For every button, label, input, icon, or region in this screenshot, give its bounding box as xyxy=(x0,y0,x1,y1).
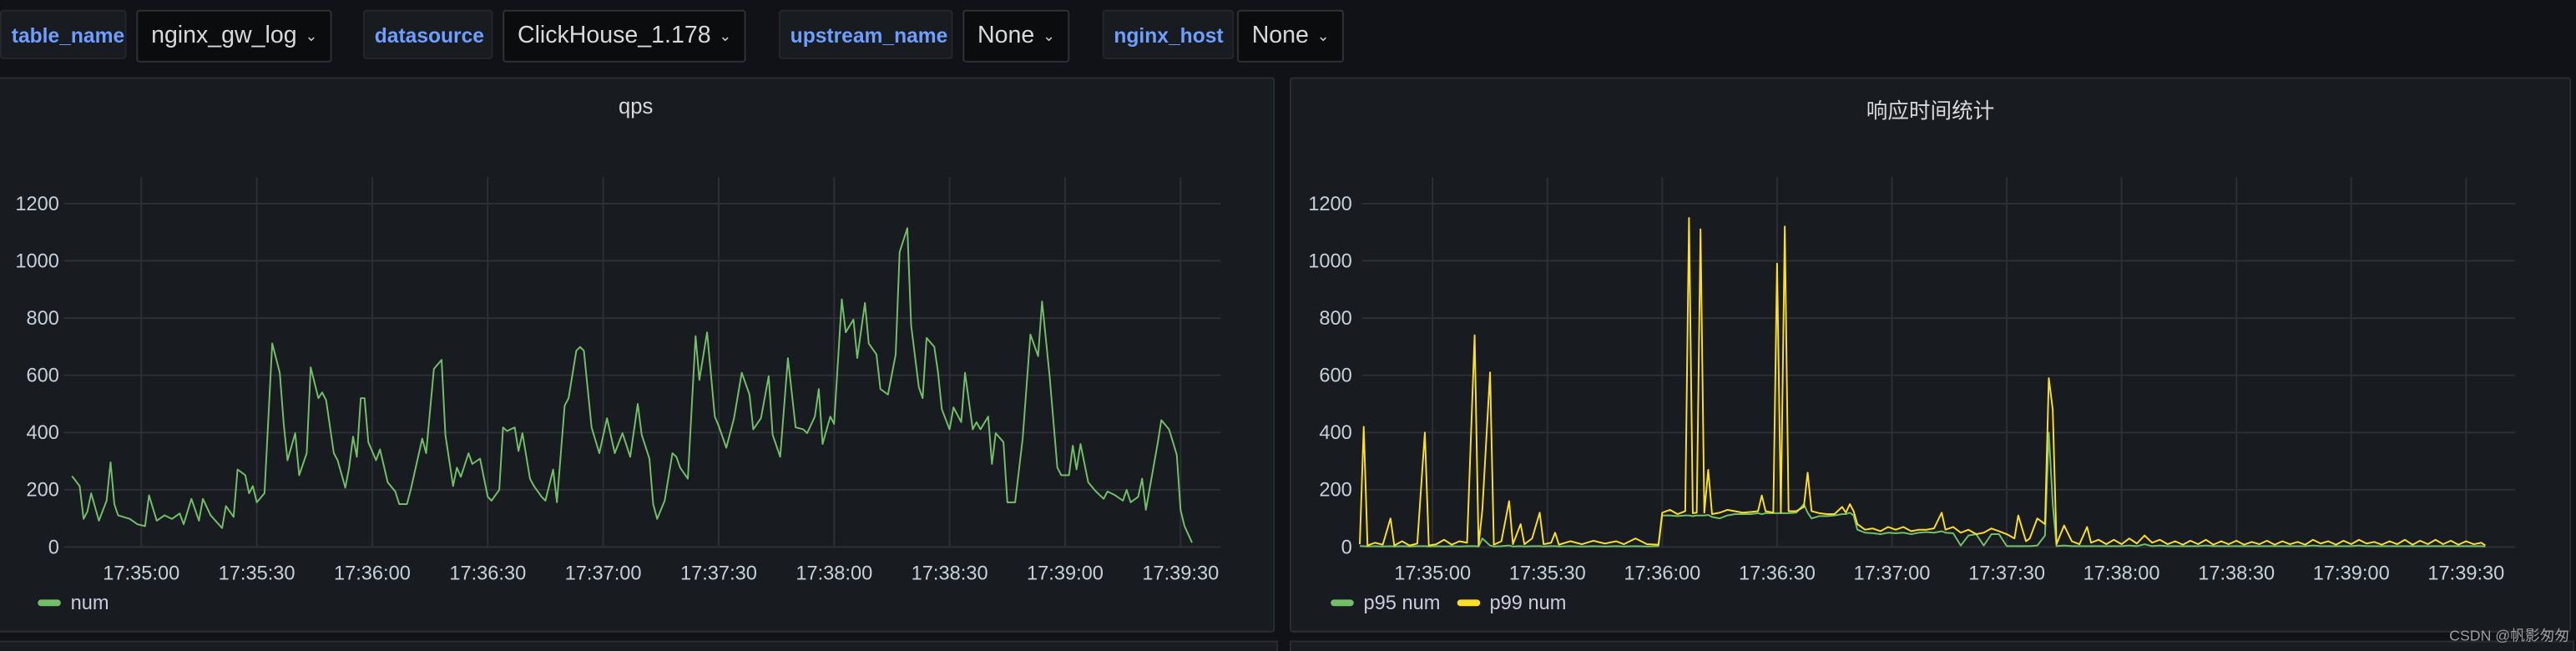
x-tick-label: 17:39:00 xyxy=(1027,563,1104,585)
series-line-p95-num xyxy=(1360,431,2486,548)
x-tick-label: 17:39:30 xyxy=(1142,563,1219,585)
x-tick-label: 17:36:30 xyxy=(449,563,526,585)
series-line-p99-num xyxy=(1359,217,2486,547)
chevron-down-icon: ⌄ xyxy=(305,28,318,45)
y-tick-label: 600 xyxy=(1319,366,1351,387)
dropdown-value: nginx_gw_log xyxy=(151,23,297,50)
x-tick-label: 17:38:30 xyxy=(912,563,988,585)
upstream-name-dropdown[interactable]: None ⌄ xyxy=(962,9,1070,63)
watermark: CSDN @帆影匆匆 xyxy=(2449,627,2570,644)
legend-label: p95 num xyxy=(1363,591,1441,615)
x-tick-label: 17:36:00 xyxy=(1624,563,1700,585)
dropdown-value: None xyxy=(977,23,1035,50)
y-tick-label: 800 xyxy=(1319,308,1351,330)
variable-label-nginx-host: nginx_host xyxy=(1102,9,1235,59)
legend-label: p99 num xyxy=(1489,591,1567,615)
dropdown-value: ClickHouse_1.178 xyxy=(517,23,711,50)
legend-item-num[interactable]: num xyxy=(38,591,109,615)
y-tick-label: 1000 xyxy=(1308,250,1352,272)
y-tick-label: 400 xyxy=(26,422,58,444)
legend: p95 num p99 num xyxy=(1331,591,1567,615)
variable-label-table-name: table_name xyxy=(0,9,127,59)
nginx-host-dropdown[interactable]: None ⌄ xyxy=(1236,9,1345,63)
chevron-down-icon: ⌄ xyxy=(1316,28,1330,45)
series-line-num xyxy=(71,227,1193,543)
y-tick-label: 200 xyxy=(1319,480,1351,502)
x-tick-label: 17:37:30 xyxy=(1968,563,2045,585)
x-tick-label: 17:37:30 xyxy=(680,563,757,585)
chevron-down-icon: ⌄ xyxy=(719,28,732,45)
x-tick-label: 17:39:00 xyxy=(2313,563,2390,585)
table-name-dropdown[interactable]: nginx_gw_log ⌄ xyxy=(136,9,333,63)
y-tick-label: 200 xyxy=(26,480,58,502)
response-time-panel: 响应时间统计 0 200 400 600 800 1000 1200 17:35:00 17:3… xyxy=(1289,77,2572,633)
legend: num xyxy=(38,591,109,615)
chevron-down-icon: ⌄ xyxy=(1043,28,1055,45)
x-tick-label: 17:35:00 xyxy=(1394,563,1471,585)
y-tick-label: 400 xyxy=(1319,422,1351,444)
qps-panel: qps 0 200 400 600 800 1000 1200 17:35:00 17:35:3… xyxy=(0,77,1275,633)
y-tick-label: 1200 xyxy=(15,194,59,215)
x-tick-label: 17:35:00 xyxy=(103,563,179,585)
panel-title[interactable]: 响应时间统计 xyxy=(1866,98,1995,124)
series-color-swatch xyxy=(1457,599,1480,607)
legend-item-p99[interactable]: p99 num xyxy=(1457,591,1567,615)
y-tick-label: 0 xyxy=(48,537,59,558)
qps-chart: 0 200 400 600 800 1000 1200 17:35:00 17:35:30 17:… xyxy=(15,177,1221,585)
variable-label-datasource: datasource xyxy=(362,9,493,59)
x-tick-label: 17:37:00 xyxy=(565,563,642,585)
x-tick-label: 17:35:30 xyxy=(1509,563,1586,585)
next-panel-edge xyxy=(1289,640,2575,651)
next-panel-edge xyxy=(0,640,1279,651)
legend-item-p95[interactable]: p95 num xyxy=(1331,591,1441,615)
dropdown-value: None xyxy=(1251,23,1309,50)
x-tick-label: 17:37:00 xyxy=(1854,563,1931,585)
y-tick-label: 800 xyxy=(26,308,58,330)
x-tick-label: 17:38:30 xyxy=(2198,563,2275,585)
panel-title[interactable]: qps xyxy=(619,93,654,119)
datasource-dropdown[interactable]: ClickHouse_1.178 ⌄ xyxy=(503,9,746,63)
series-color-swatch xyxy=(1331,599,1354,607)
y-tick-label: 0 xyxy=(1341,537,1352,558)
x-tick-label: 17:35:30 xyxy=(219,563,295,585)
x-tick-label: 17:36:00 xyxy=(334,563,411,585)
x-tick-label: 17:38:00 xyxy=(2084,563,2160,585)
series-color-swatch xyxy=(38,599,61,607)
legend-label: num xyxy=(70,591,109,615)
y-tick-label: 600 xyxy=(26,366,58,387)
y-tick-label: 1000 xyxy=(15,250,59,272)
variable-label-upstream-name: upstream_name xyxy=(778,9,953,59)
x-tick-label: 17:36:30 xyxy=(1739,563,1816,585)
y-tick-label: 1200 xyxy=(1308,194,1352,215)
x-tick-label: 17:38:00 xyxy=(796,563,872,585)
x-tick-label: 17:39:30 xyxy=(2427,563,2504,585)
response-time-chart: 0 200 400 600 800 1000 1200 17:35:00 17:35:30 17:… xyxy=(1308,177,2516,585)
